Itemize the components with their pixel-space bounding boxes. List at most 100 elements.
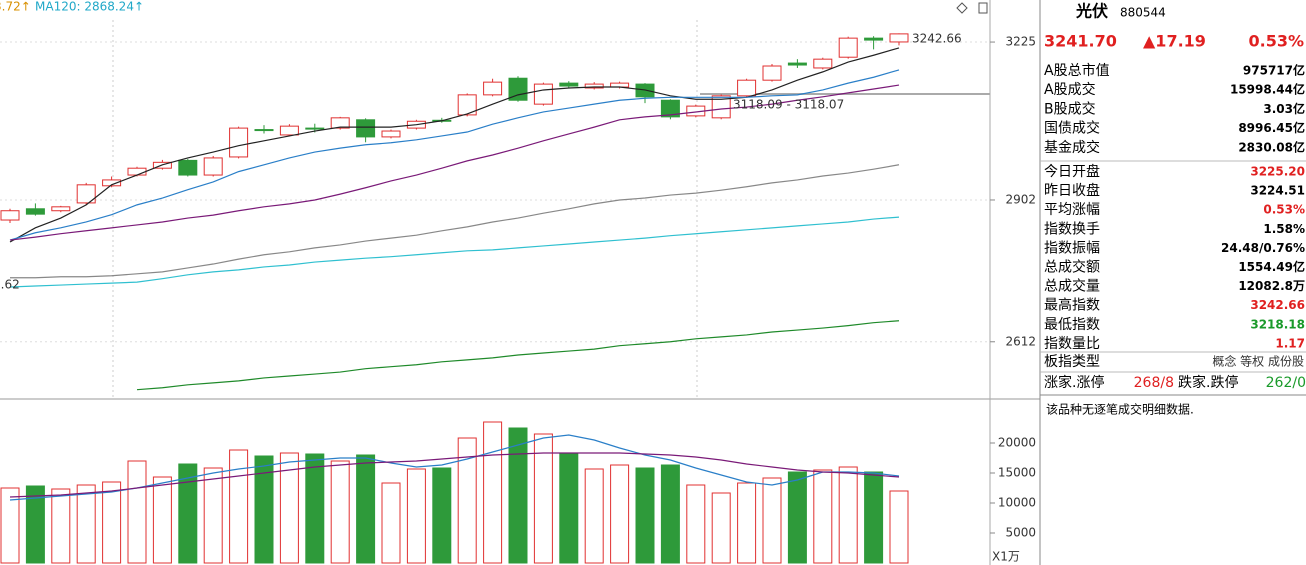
volume-bar	[381, 482, 401, 564]
volume-bar	[838, 466, 858, 564]
volume-bar	[178, 463, 198, 564]
row-value: 3.03亿	[1263, 101, 1305, 116]
ma-line	[9, 216, 900, 288]
settings-icon[interactable]	[978, 2, 988, 14]
volume-bar	[559, 452, 579, 564]
volume-bar	[305, 453, 325, 564]
candle-body	[508, 77, 528, 101]
row-value: 1554.49亿	[1238, 259, 1305, 274]
row-label: 平均涨幅	[1044, 202, 1100, 218]
candle-body	[330, 117, 350, 129]
breadth-value: 268/8	[1134, 375, 1174, 391]
candle-body	[889, 33, 909, 43]
candle-body	[584, 83, 604, 89]
volume-bar	[432, 467, 452, 564]
candle-body	[102, 179, 122, 187]
volume-bar	[508, 427, 528, 564]
ma-line	[9, 47, 900, 243]
ma-line	[10, 164, 900, 279]
candle-body	[864, 37, 884, 41]
candle-body	[305, 127, 325, 130]
volume-bar	[51, 488, 71, 564]
breadth-label: 跌家.跌停	[1178, 374, 1238, 391]
panel-title: 光伏	[1075, 2, 1108, 21]
row-value: 1.58%	[1263, 222, 1305, 236]
ma-line	[136, 320, 900, 391]
y-tick-label: 10000	[998, 496, 1036, 510]
volume-bar	[330, 460, 350, 564]
row-label: 总成交额	[1044, 259, 1100, 276]
y-tick-label: 3225	[1005, 35, 1036, 49]
volume-bar	[127, 460, 147, 564]
volume-bar	[152, 476, 172, 564]
y-tick-label: 5000	[1005, 526, 1036, 540]
volume-bar	[254, 455, 274, 564]
row-value: 2830.08亿	[1238, 139, 1305, 154]
row-value: 15998.44亿	[1230, 82, 1305, 97]
row-value: 12082.8万	[1238, 279, 1305, 293]
candle-body	[51, 206, 71, 212]
row-label: B股成交	[1044, 100, 1096, 117]
ma-line	[9, 69, 900, 241]
volume-bar	[203, 467, 223, 564]
volume-bar	[889, 490, 909, 564]
price-change: ▲17.19	[1143, 32, 1206, 51]
volume-bar	[406, 468, 426, 564]
volume-bar	[279, 452, 299, 564]
volume-bar	[229, 449, 249, 564]
candle-body	[711, 95, 731, 119]
diamond-icon[interactable]	[956, 2, 968, 14]
breadth-label: 涨家.涨停	[1044, 374, 1104, 391]
candle-body	[457, 94, 477, 116]
ma-label: 3.72↑	[0, 0, 31, 14]
change-percent: 0.53%	[1248, 32, 1304, 51]
row-label: 指数换手	[1044, 220, 1100, 237]
candle-body	[127, 167, 147, 176]
volume-bar	[483, 421, 503, 564]
row-label: 最低指数	[1044, 317, 1100, 333]
annotation: 3118.09 - 3118.07	[733, 98, 844, 112]
type-label: 板指类型	[1044, 354, 1100, 370]
volume-bar	[0, 487, 20, 564]
volume-bar	[25, 485, 45, 564]
candle-body	[203, 157, 223, 176]
volume-bar	[356, 454, 376, 564]
row-value: 1.17	[1275, 336, 1305, 350]
row-value: 8996.45亿	[1238, 120, 1305, 135]
message: 该品种无逐笔成交明细数据.	[1046, 402, 1194, 417]
volume-bar	[102, 481, 122, 564]
volume-bar	[533, 433, 553, 564]
candle-body	[787, 62, 807, 66]
candle-body	[0, 210, 20, 221]
candle-body	[483, 81, 503, 96]
row-label: 最高指数	[1044, 297, 1100, 314]
ma-label: MA120: 2868.24↑	[35, 0, 144, 14]
annotation: 3242.66	[912, 32, 962, 46]
candle-body	[762, 65, 782, 81]
row-value: 24.48/0.76%	[1221, 241, 1305, 255]
y-tick-label: 15000	[998, 466, 1036, 480]
volume-bar	[762, 477, 782, 564]
candle-body	[254, 129, 274, 132]
y-tick-label: 20000	[998, 436, 1036, 450]
last-price: 3241.70	[1044, 32, 1117, 51]
breadth-value: 262/0	[1266, 375, 1306, 391]
volume-bar	[787, 471, 807, 564]
candle-body	[229, 127, 249, 158]
type-value[interactable]: 概念 等权 成份股	[1212, 354, 1304, 369]
ma-line	[9, 452, 900, 498]
ma-line	[9, 434, 900, 501]
volume-bar	[737, 482, 757, 564]
unit-label: X1万	[992, 550, 1020, 564]
ma-line	[9, 84, 900, 241]
y-tick-label: 2902	[1005, 192, 1036, 206]
candle-body	[660, 99, 680, 118]
row-label: 国债成交	[1044, 120, 1100, 137]
candle-body	[838, 37, 858, 58]
row-value: 3218.18	[1250, 317, 1305, 331]
row-label: 昨日收盘	[1044, 182, 1100, 199]
volume-bar	[864, 471, 884, 564]
candle-body	[25, 208, 45, 215]
candle-body	[356, 119, 376, 138]
candle-body	[381, 130, 401, 138]
